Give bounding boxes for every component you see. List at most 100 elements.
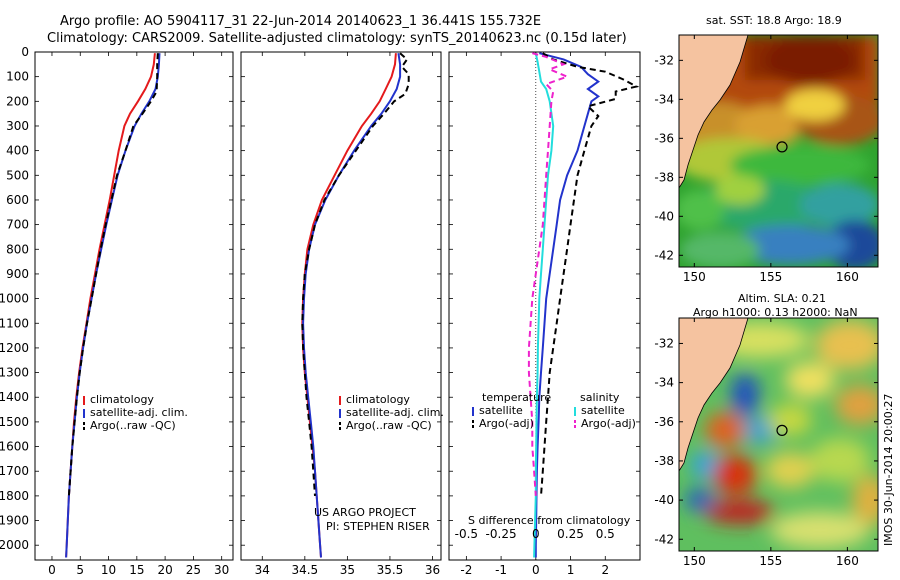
temperature-panel: 0100200300400500600700800900100011001200… [0, 45, 234, 580]
map-y-tick-label: -36 [654, 415, 674, 429]
legend-label: satellite-adj. clim. [346, 406, 444, 419]
y-tick-label: 200 [6, 94, 29, 108]
sst-map-title: sat. SST: 18.8 Argo: 18.9 [706, 14, 842, 27]
x2-tick-label: 0.25 [557, 527, 584, 541]
y-tick-label: 400 [6, 144, 29, 158]
legend-label: climatology [346, 393, 410, 406]
map-y-tick-label: -34 [654, 92, 674, 106]
legend-label: Argo(..raw -QC) [90, 419, 176, 432]
series-line [540, 52, 640, 496]
y-tick-label: 500 [6, 168, 29, 182]
map-x-tick-label: 150 [683, 270, 706, 284]
sst-map-axes: 150 155 160 -32 -34 -36 -38 -40 -42 [654, 35, 878, 284]
axes-box [448, 51, 641, 561]
map-y-tick-label: -38 [654, 454, 674, 468]
y-tick-label: 1800 [0, 489, 29, 503]
y-tick-label: 300 [6, 119, 29, 133]
y-tick-label: 100 [6, 70, 29, 84]
x2-tick-label: -0.25 [486, 527, 517, 541]
series-line [65, 53, 161, 558]
legend-label: Argo(-adj) [479, 417, 534, 430]
x-tick-label: 20 [157, 563, 172, 577]
sla-map-axes: 150 155 160 -32 -34 -36 -38 -40 -42 [654, 318, 878, 568]
x-tick-label: 30 [214, 563, 229, 577]
map-x-tick-label: 160 [836, 554, 859, 568]
y-tick-label: 2000 [0, 538, 29, 552]
series-line [67, 53, 159, 496]
legend-label: satellite [581, 404, 625, 417]
series-line [302, 53, 402, 558]
map-y-tick-label: -32 [654, 336, 674, 350]
s-diff-label: S difference from climatology [468, 514, 631, 527]
difference-panel: -2-1012T difference from climatology-0.5… [448, 51, 641, 580]
x-tick-label: -2 [460, 563, 472, 577]
y-tick-label: 1900 [0, 514, 29, 528]
pi-annotation: PI: STEPHEN RISER [326, 520, 430, 533]
title-line-2: Climatology: CARS2009. Satellite-adjuste… [47, 31, 627, 46]
map-x-tick-label: 155 [759, 554, 782, 568]
x2-tick-label: -0.5 [455, 527, 478, 541]
y-tick-label: 0 [21, 45, 29, 59]
axes-box [240, 51, 442, 561]
title-line-1: Argo profile: AO 5904117_31 22-Jun-2014 … [60, 14, 541, 29]
x-tick-label: -1 [495, 563, 507, 577]
x-tick-label: 35.5 [377, 563, 404, 577]
series-line [533, 52, 555, 558]
sla-map [679, 318, 878, 551]
map-y-tick-label: -34 [654, 376, 674, 390]
project-annotation: US ARGO PROJECT [314, 506, 416, 519]
x-tick-label: 0 [532, 563, 540, 577]
argo-marker-sst [776, 141, 788, 153]
y-tick-label: 900 [6, 267, 29, 281]
legend-label: satellite-adj. clim. [90, 406, 188, 419]
x-tick-label: 15 [129, 563, 144, 577]
x-tick-label: 1 [567, 563, 575, 577]
legend-title: salinity [580, 391, 620, 404]
series-line [534, 52, 601, 558]
map-y-tick-label: -42 [654, 248, 674, 262]
map-x-tick-label: 160 [836, 270, 859, 284]
legend-label: Argo(-adj) [581, 417, 636, 430]
legend-label: satellite [479, 404, 523, 417]
y-tick-label: 1200 [0, 341, 29, 355]
sst-map [679, 35, 878, 267]
x-tick-label: 10 [101, 563, 116, 577]
x-tick-label: 2 [601, 563, 609, 577]
map-y-tick-label: -32 [654, 53, 674, 67]
y-tick-label: 1100 [0, 316, 29, 330]
x-tick-label: 34.5 [291, 563, 318, 577]
legend-title: temperature [482, 391, 551, 404]
map-x-tick-label: 150 [683, 554, 706, 568]
x2-tick-label: 0.5 [596, 527, 615, 541]
y-tick-label: 1400 [0, 390, 29, 404]
map-y-tick-label: -38 [654, 170, 674, 184]
map-x-tick-label: 155 [759, 270, 782, 284]
y-tick-label: 600 [6, 193, 29, 207]
y-tick-label: 1700 [0, 464, 29, 478]
salinity-panel: 3434.53535.536salinityclimatologysatelli… [240, 51, 444, 580]
sla-map-title: Altim. SLA: 0.21 [738, 292, 826, 305]
x-tick-label: 36 [425, 563, 440, 577]
map-y-tick-label: -36 [654, 131, 674, 145]
legend-label: Argo(..raw -QC) [346, 419, 432, 432]
y-tick-label: 1300 [0, 366, 29, 380]
x-tick-label: 35 [340, 563, 355, 577]
x-tick-label: 5 [76, 563, 84, 577]
y-tick-label: 1600 [0, 440, 29, 454]
y-tick-label: 800 [6, 242, 29, 256]
map-y-tick-label: -40 [654, 209, 674, 223]
y-tick-label: 1500 [0, 415, 29, 429]
x-tick-label: 34 [255, 563, 270, 577]
imos-timestamp: IMOS 30-Jun-2014 20:00:27 [882, 393, 895, 546]
legend-label: climatology [90, 393, 154, 406]
argo-marker-sla [776, 424, 788, 436]
axes-box [34, 51, 234, 561]
series-line [65, 53, 156, 558]
map-y-tick-label: -42 [654, 532, 674, 546]
series-line [527, 52, 570, 496]
map-y-tick-label: -40 [654, 493, 674, 507]
y-tick-label: 1000 [0, 292, 29, 306]
x-tick-label: 0 [48, 563, 56, 577]
x2-tick-label: 0 [532, 527, 540, 541]
